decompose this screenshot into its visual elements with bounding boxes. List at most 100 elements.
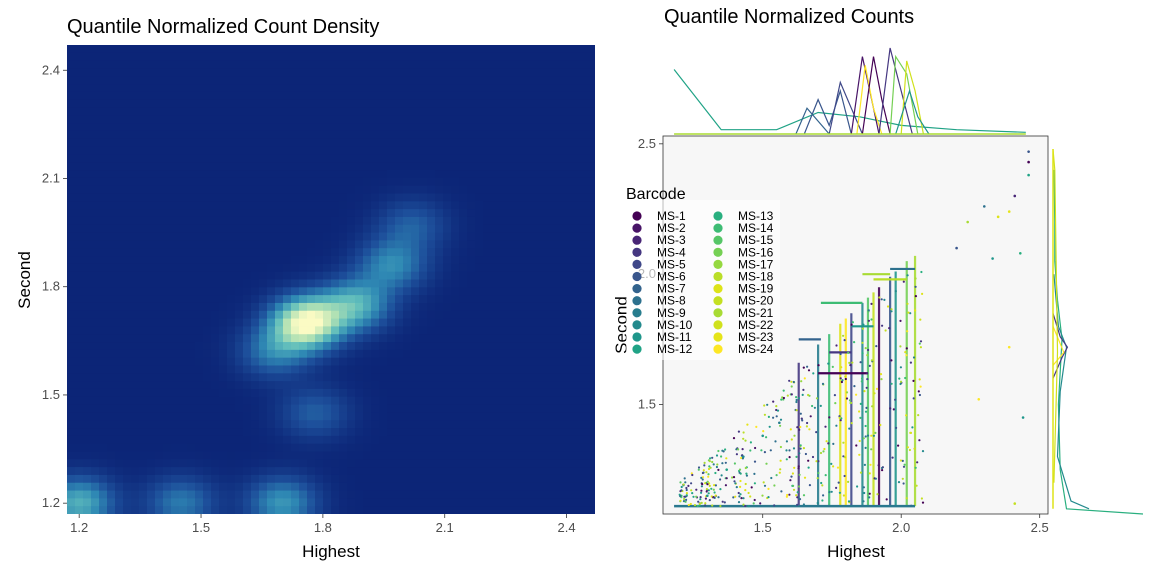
density-cell xyxy=(195,467,204,476)
density-cell xyxy=(187,396,196,406)
density-cell xyxy=(307,107,316,116)
density-cell xyxy=(243,459,252,468)
density-cell xyxy=(563,76,572,85)
density-cell xyxy=(451,342,460,351)
density-cell xyxy=(571,216,580,226)
density-cell xyxy=(195,310,204,320)
scatter-point xyxy=(883,298,886,301)
density-cell xyxy=(395,45,404,54)
scatter-point xyxy=(906,274,909,277)
density-cell xyxy=(211,326,220,335)
scatter-point xyxy=(695,488,698,491)
density-cell xyxy=(291,201,300,210)
density-cell xyxy=(339,396,348,406)
density-cell xyxy=(315,146,324,156)
density-cell xyxy=(347,474,356,484)
density-cell xyxy=(491,185,500,195)
density-cell xyxy=(323,162,332,171)
scatter-point xyxy=(682,483,685,486)
scatter-point xyxy=(838,415,841,418)
scatter-point xyxy=(714,494,717,497)
density-cell xyxy=(267,248,276,257)
density-cell xyxy=(171,287,180,296)
density-cell xyxy=(243,130,252,140)
density-cell xyxy=(403,138,412,148)
density-cell xyxy=(491,201,500,210)
density-cell xyxy=(315,68,324,77)
density-cell xyxy=(523,467,532,476)
density-cell xyxy=(379,162,388,171)
density-cell xyxy=(203,428,212,437)
density-cell xyxy=(547,91,556,101)
density-cell xyxy=(459,138,468,148)
density-cell xyxy=(443,459,452,468)
density-cell xyxy=(563,162,572,171)
density-cell xyxy=(187,342,196,351)
density-cell xyxy=(491,154,500,163)
density-cell xyxy=(555,162,564,171)
density-cell xyxy=(299,435,308,445)
density-cell xyxy=(371,295,380,304)
density-cell xyxy=(179,193,188,202)
density-cell xyxy=(67,263,76,273)
density-cell xyxy=(507,99,516,109)
density-cell xyxy=(187,467,196,476)
density-cell xyxy=(451,146,460,156)
density-cell xyxy=(419,365,428,374)
density-cell xyxy=(355,474,364,484)
legend-label: MS-18 xyxy=(738,270,774,284)
density-cell xyxy=(227,459,236,468)
density-cell xyxy=(371,60,380,70)
density-cell xyxy=(531,365,540,374)
density-cell xyxy=(251,185,260,195)
legend-swatch xyxy=(632,344,642,354)
density-cell xyxy=(83,404,92,413)
density-cell xyxy=(291,107,300,116)
density-cell xyxy=(563,396,572,406)
density-cell xyxy=(435,45,444,54)
density-cell xyxy=(179,256,188,265)
density-cell xyxy=(291,99,300,109)
scatter-point xyxy=(692,495,695,498)
density-cell xyxy=(339,279,348,288)
density-cell xyxy=(195,232,204,242)
scatter-point xyxy=(708,484,711,487)
density-cell xyxy=(83,170,92,179)
density-cell xyxy=(227,60,236,70)
density-cell xyxy=(219,271,228,281)
density-cell xyxy=(403,240,412,249)
density-cell xyxy=(307,76,316,85)
density-cell xyxy=(107,506,116,514)
density-cell xyxy=(139,84,148,93)
density-cell xyxy=(283,342,292,351)
density-cell xyxy=(267,263,276,273)
density-cell xyxy=(203,396,212,406)
legend-label: MS-22 xyxy=(738,318,774,332)
density-cell xyxy=(587,185,595,195)
density-cell xyxy=(507,91,516,101)
density-cell xyxy=(91,138,100,148)
legend-label: MS-2 xyxy=(657,221,686,235)
density-cell xyxy=(83,130,92,140)
density-cell xyxy=(131,193,140,202)
density-cell xyxy=(291,420,300,429)
scatter-point xyxy=(840,366,843,369)
density-cell xyxy=(563,349,572,359)
density-cell xyxy=(547,224,556,234)
density-cell xyxy=(211,201,220,210)
density-cell xyxy=(403,388,412,398)
density-cell xyxy=(91,248,100,257)
density-cell xyxy=(227,76,236,85)
density-cell xyxy=(539,310,548,320)
density-cell xyxy=(83,279,92,288)
density-cell xyxy=(579,381,588,390)
density-cell xyxy=(235,279,244,288)
density-cell xyxy=(91,404,100,413)
density-cell xyxy=(179,498,188,507)
density-cell xyxy=(347,170,356,179)
density-cell xyxy=(571,310,580,320)
density-cell xyxy=(515,224,524,234)
density-cell xyxy=(195,123,204,132)
scatter-point xyxy=(836,466,840,469)
scatter-point xyxy=(899,319,902,322)
